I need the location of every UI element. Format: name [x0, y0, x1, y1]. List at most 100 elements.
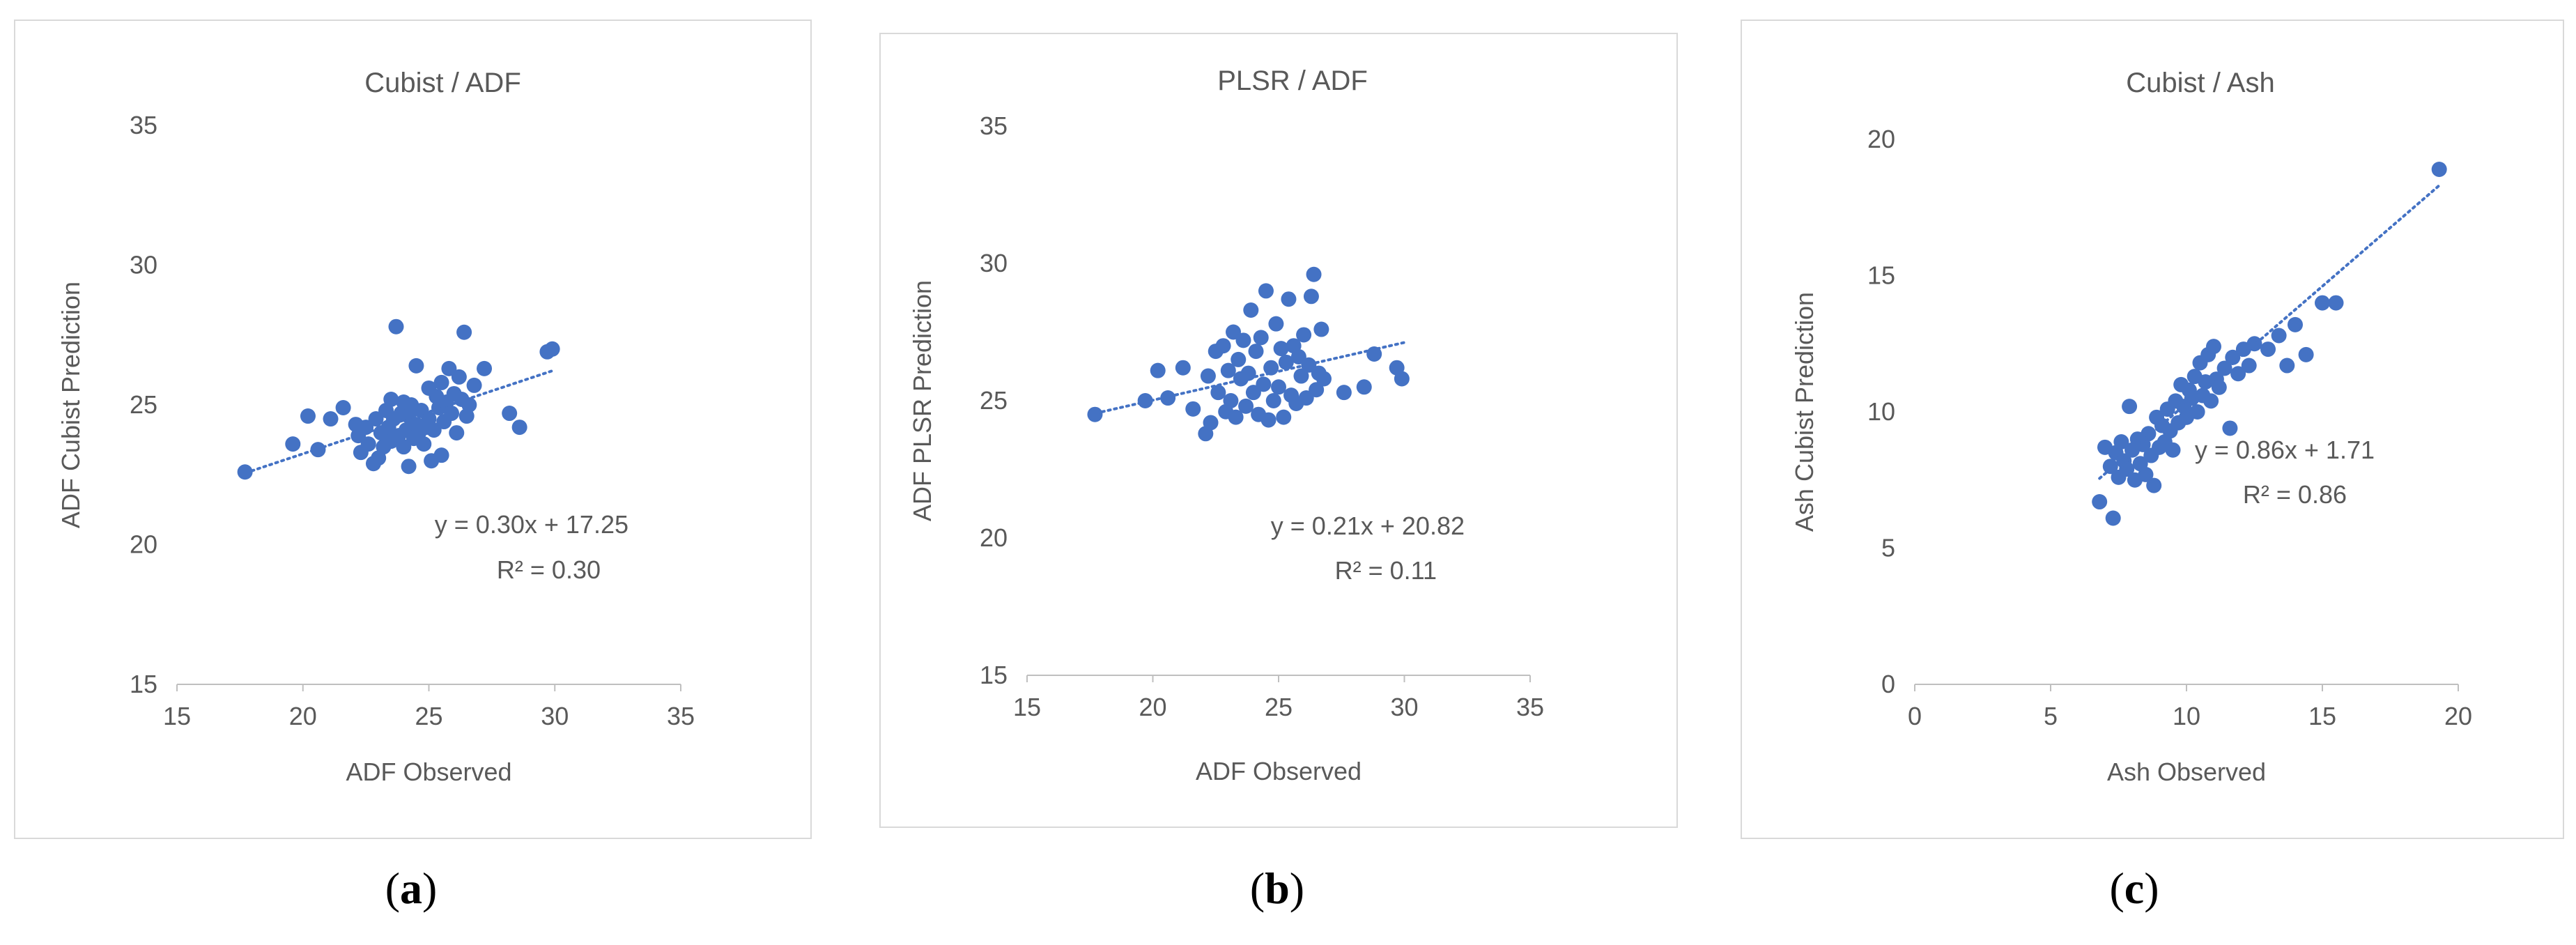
data-point [1281, 291, 1297, 307]
data-point [408, 358, 424, 374]
data-point [1336, 385, 1352, 401]
data-point [1235, 332, 1251, 348]
y-tick-label: 30 [980, 249, 1008, 277]
x-tick-label: 10 [2173, 702, 2200, 730]
data-point [1215, 338, 1231, 354]
data-point [1309, 382, 1325, 398]
y-axis-label: ADF Cubist Prediction [56, 282, 85, 528]
data-point [441, 360, 457, 376]
data-point [2271, 328, 2287, 344]
data-point [1276, 409, 1292, 425]
data-point [1238, 398, 1254, 414]
data-point [2241, 358, 2257, 374]
data-point [1150, 362, 1166, 378]
data-point [433, 374, 449, 390]
data-point [1293, 368, 1309, 384]
data-point [2122, 399, 2138, 415]
data-point [1240, 365, 1256, 381]
data-point [388, 318, 404, 335]
data-point [300, 408, 316, 424]
data-point [1200, 368, 1216, 384]
x-tick-label: 5 [2044, 702, 2058, 730]
y-tick-label: 0 [1881, 670, 1895, 698]
data-point [1231, 351, 1247, 367]
r-squared-label: R² = 0.30 [497, 555, 601, 584]
data-point [323, 411, 339, 427]
data-point [1278, 354, 1294, 370]
r-squared-label: R² = 0.11 [1335, 556, 1437, 585]
data-point [449, 425, 465, 441]
x-tick-label: 35 [667, 702, 695, 730]
data-point [2225, 349, 2241, 365]
data-point [2113, 434, 2129, 450]
data-point [511, 420, 527, 436]
data-point [1253, 330, 1269, 346]
data-point [2092, 494, 2108, 510]
data-point [1316, 371, 1332, 387]
chart-title: PLSR / ADF [1217, 66, 1368, 96]
data-point [2279, 358, 2295, 374]
y-tick-label: 25 [980, 386, 1008, 415]
x-tick-label: 35 [1516, 693, 1544, 721]
chart-title: Cubist / ADF [364, 68, 521, 98]
data-point [2216, 360, 2232, 376]
data-point [1248, 344, 1264, 360]
data-point [1256, 376, 1272, 392]
data-point [426, 422, 442, 438]
data-point [1296, 327, 1312, 343]
data-point [456, 324, 472, 340]
y-tick-label: 35 [980, 112, 1008, 140]
x-tick-label: 0 [1908, 702, 1922, 730]
data-point [1243, 302, 1259, 318]
data-point [2315, 295, 2330, 311]
data-point [1268, 316, 1284, 332]
data-point [502, 406, 518, 422]
scatter-chart-plsr-adf: PLSR / ADF 15 20 25 30 35 15 20 25 30 35 ADF Observ… [908, 66, 1544, 785]
chart-panel-a: Cubist / ADF 15 20 25 30 35 15 20 25 30 35 ADF Obse… [14, 20, 812, 839]
data-point [1265, 393, 1281, 408]
data-point [544, 341, 560, 357]
x-tick-label: 15 [1013, 693, 1041, 721]
data-point [1394, 371, 1410, 387]
data-point [368, 411, 384, 427]
data-point [2165, 442, 2181, 458]
y-tick-label: 15 [130, 670, 157, 698]
data-point [360, 436, 376, 452]
data-point [1306, 266, 1322, 282]
panel-letter-b: (b) [1249, 863, 1305, 913]
x-axis-label: ADF Observed [1196, 757, 1362, 785]
data-point [416, 436, 432, 452]
data-point [1271, 379, 1286, 395]
y-tick-label: 15 [1867, 261, 1895, 290]
data-point [451, 369, 467, 385]
data-point [1258, 283, 1274, 299]
data-point [2105, 510, 2121, 526]
data-point [396, 439, 412, 455]
data-point [461, 397, 477, 413]
data-point [466, 377, 482, 393]
y-axis-label: Ash Cubist Prediction [1790, 292, 1819, 532]
y-tick-label: 30 [130, 251, 157, 279]
trend-equation: y = 0.21x + 20.82 [1271, 512, 1465, 540]
data-point [1228, 409, 1244, 425]
trend-equation: y = 0.30x + 17.25 [435, 510, 628, 539]
y-tick-label: 5 [1881, 534, 1895, 562]
data-point [1160, 390, 1176, 406]
data-point [1223, 393, 1239, 408]
data-point [1356, 379, 1372, 395]
data-point [2206, 339, 2221, 355]
data-point [2211, 379, 2227, 395]
data-point [335, 400, 351, 416]
x-tick-label: 15 [163, 702, 191, 730]
x-tick-label: 20 [1139, 693, 1166, 721]
y-tick-label: 15 [980, 661, 1008, 689]
x-axis-label: ADF Observed [346, 758, 511, 786]
data-point [1185, 401, 1201, 417]
data-point [1203, 415, 1219, 431]
x-tick-label: 20 [2444, 702, 2472, 730]
y-tick-label: 10 [1867, 397, 1895, 426]
data-point [2298, 346, 2314, 362]
x-tick-label: 30 [541, 702, 569, 730]
data-point [2189, 404, 2205, 420]
trend-equation: y = 0.86x + 1.71 [2195, 436, 2375, 464]
